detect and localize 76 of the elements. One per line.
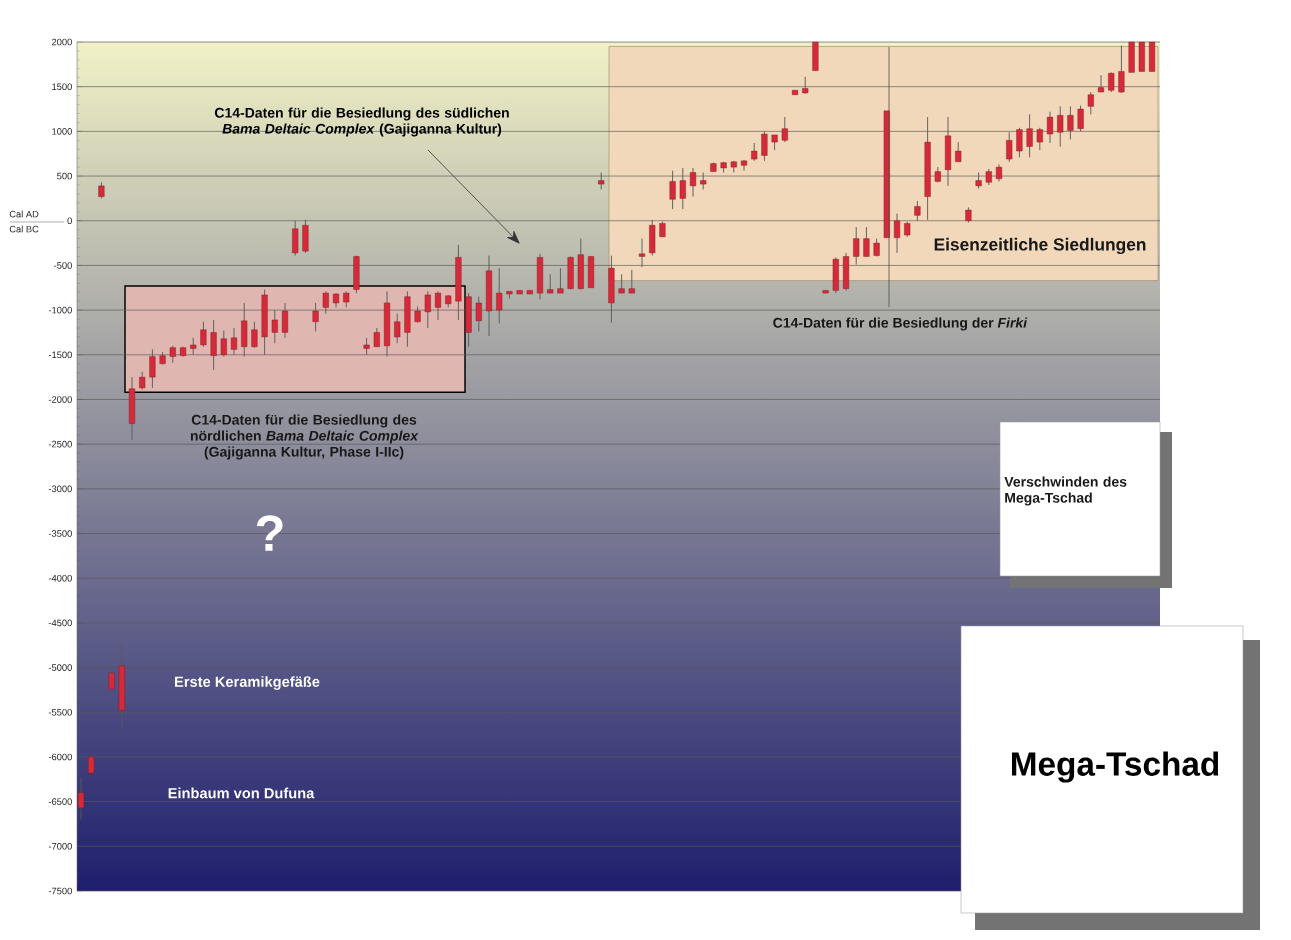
y-tick-label: -7500 <box>48 887 72 895</box>
candlestick <box>373 327 380 348</box>
y-tick-label: -500 <box>54 262 72 269</box>
candlestick <box>475 296 482 333</box>
candlestick <box>863 226 870 257</box>
y-tick-label: -3000 <box>48 485 72 493</box>
candlestick <box>434 290 442 321</box>
candlestick <box>1057 105 1064 148</box>
annotation: Verschwinden des Mega-Tschad <box>1004 476 1127 506</box>
candlestick <box>914 200 921 222</box>
y-tick-label: -2000 <box>48 396 72 403</box>
candlestick <box>1046 111 1054 144</box>
y-tick-label: -1500 <box>48 351 72 359</box>
candlestick <box>322 290 329 315</box>
candlestick <box>108 662 115 692</box>
candlestick <box>679 167 686 210</box>
candlestick <box>1118 45 1125 94</box>
candlestick <box>955 141 962 163</box>
candlestick <box>1108 71 1115 93</box>
candlestick <box>200 321 207 348</box>
candlestick <box>1016 127 1023 158</box>
y-tick-label: -5000 <box>48 664 72 671</box>
annotation: Einbaum von Dufuna <box>168 787 315 799</box>
y-tick-label: -6000 <box>48 753 72 761</box>
candlestick <box>210 319 217 371</box>
candlestick <box>669 170 676 210</box>
candlestick <box>638 238 646 268</box>
candlestick <box>547 273 554 294</box>
y-tick-label: -5500 <box>48 708 72 716</box>
text: Cal AD <box>9 210 39 218</box>
annotation: ? <box>256 515 283 551</box>
candlestick <box>1006 131 1013 163</box>
candlestick <box>1067 105 1074 140</box>
y-tick-label: 2000 <box>51 38 72 46</box>
annotation: Erste Keramikgefäße <box>175 676 320 690</box>
candlestick <box>689 167 697 198</box>
y-tick-label: -4500 <box>48 619 72 627</box>
candlestick <box>149 348 156 389</box>
candlestick <box>230 327 238 356</box>
annotation: C14-Daten für die Besiedlung des nördlichen Bama Deltaic Complex (Gajiganna Kultur, Phase I-IIc) <box>190 414 419 460</box>
annotation: Mega-Tschad <box>1011 751 1219 783</box>
y-tick-label: -6500 <box>48 798 72 805</box>
candlestick <box>1036 127 1043 151</box>
candlestick <box>1087 91 1094 115</box>
annotation: Eisenzeitliche Siedlungen <box>934 237 1146 255</box>
text: Cal BC <box>9 225 39 233</box>
candlestick <box>220 330 227 358</box>
candlestick <box>761 130 768 162</box>
y-tick-label: 0 <box>67 217 72 225</box>
y-tick-label: -4000 <box>48 574 72 582</box>
candlestick <box>618 273 625 294</box>
candlestick <box>394 313 401 344</box>
y-tick-label: -3500 <box>48 530 72 537</box>
y-tick-label: -7000 <box>48 843 72 850</box>
candlestick <box>424 290 431 329</box>
y-tick-label: -1000 <box>48 306 72 314</box>
candlestick <box>1097 74 1105 93</box>
candlestick <box>312 302 319 333</box>
candlestick <box>781 116 788 143</box>
candlestick <box>251 321 258 349</box>
candlestick <box>271 309 278 344</box>
candlestick <box>1077 104 1084 132</box>
candlestick <box>1026 113 1033 158</box>
candlestick <box>853 226 860 265</box>
y-tick-label: -2500 <box>48 440 72 448</box>
candlestick <box>496 267 503 324</box>
annotation: C14-Daten für die Besiedlung der Firki <box>773 317 1028 331</box>
y-tick-label: 1500 <box>52 83 72 90</box>
candlestick <box>740 159 748 172</box>
candlestick <box>893 213 901 254</box>
y-tick-label: 1000 <box>52 128 72 135</box>
candlestick <box>628 269 635 294</box>
candlestick <box>557 267 564 294</box>
annotation: C14-Daten für die Besiedlung des südlichen Bama Deltaic Complex (Gajiganna Kultur) <box>214 107 509 137</box>
y-tick-label: 500 <box>57 172 72 180</box>
candlestick <box>281 302 289 339</box>
